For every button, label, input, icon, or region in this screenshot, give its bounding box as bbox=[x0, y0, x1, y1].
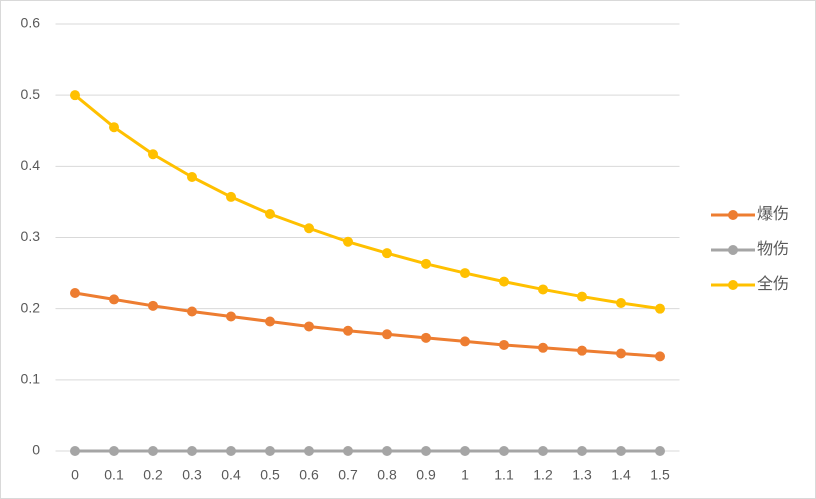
x-tick-label: 0.2 bbox=[143, 467, 163, 483]
data-point bbox=[538, 342, 548, 353]
legend-marker bbox=[728, 245, 738, 255]
data-point bbox=[265, 446, 275, 456]
data-point bbox=[538, 446, 548, 456]
data-point bbox=[265, 209, 275, 220]
series-line bbox=[74, 291, 661, 358]
data-point bbox=[577, 345, 587, 356]
x-tick-label: 0.8 bbox=[377, 467, 397, 483]
data-point bbox=[616, 446, 626, 456]
data-point bbox=[304, 446, 314, 456]
data-point bbox=[343, 325, 353, 336]
legend-label: 全伤 bbox=[757, 275, 789, 293]
data-point bbox=[499, 446, 509, 456]
y-tick-label: 0.4 bbox=[21, 157, 41, 173]
data-point bbox=[421, 258, 431, 269]
data-point bbox=[109, 122, 119, 133]
data-point bbox=[226, 191, 236, 202]
x-tick-label: 0.6 bbox=[299, 467, 319, 483]
data-point bbox=[226, 446, 236, 456]
y-tick-label: 0 bbox=[32, 442, 40, 458]
data-point bbox=[70, 288, 80, 299]
y-tick-label: 0.6 bbox=[21, 15, 41, 31]
data-point bbox=[109, 294, 119, 305]
x-tick-label: 0.7 bbox=[338, 467, 358, 483]
x-tick-label: 0 bbox=[71, 467, 79, 483]
data-point bbox=[577, 446, 587, 456]
data-point bbox=[343, 446, 353, 456]
data-point bbox=[460, 446, 470, 456]
y-tick-label: 0.5 bbox=[21, 86, 41, 102]
legend-marker bbox=[728, 210, 738, 220]
x-tick-label: 1.4 bbox=[611, 467, 631, 483]
data-point bbox=[187, 446, 197, 456]
y-tick-label: 0.3 bbox=[21, 228, 41, 244]
data-point bbox=[265, 316, 275, 327]
data-point bbox=[655, 351, 665, 362]
data-point bbox=[70, 446, 80, 456]
legend-marker bbox=[728, 280, 738, 290]
data-point bbox=[577, 291, 587, 302]
data-point bbox=[421, 446, 431, 456]
data-point bbox=[460, 336, 470, 347]
data-point bbox=[382, 446, 392, 456]
x-tick-label: 0.9 bbox=[416, 467, 436, 483]
data-point bbox=[109, 446, 119, 456]
x-tick-label: 0.4 bbox=[221, 467, 241, 483]
y-tick-label: 0.1 bbox=[21, 371, 41, 387]
x-tick-label: 1.2 bbox=[533, 467, 553, 483]
legend-label: 物伤 bbox=[757, 240, 789, 258]
data-point bbox=[538, 284, 548, 295]
series-line bbox=[74, 94, 661, 311]
x-tick-label: 0.5 bbox=[260, 467, 280, 483]
data-point bbox=[421, 332, 431, 343]
data-point bbox=[187, 172, 197, 183]
data-point bbox=[655, 303, 665, 314]
data-point bbox=[148, 300, 158, 311]
x-tick-label: 1.1 bbox=[494, 467, 514, 483]
data-point bbox=[616, 297, 626, 308]
data-point bbox=[304, 223, 314, 234]
data-point bbox=[187, 306, 197, 317]
data-point bbox=[499, 339, 509, 350]
x-tick-label: 1 bbox=[461, 467, 469, 483]
x-tick-label: 0.1 bbox=[104, 467, 124, 483]
data-point bbox=[148, 446, 158, 456]
x-tick-label: 0.3 bbox=[182, 467, 202, 483]
x-tick-label: 1.5 bbox=[650, 467, 670, 483]
data-point bbox=[304, 321, 314, 332]
data-point bbox=[148, 149, 158, 160]
y-tick-label: 0.2 bbox=[21, 299, 41, 315]
data-point bbox=[460, 268, 470, 279]
data-point bbox=[70, 90, 80, 101]
x-tick-label: 1.3 bbox=[572, 467, 592, 483]
data-point bbox=[616, 348, 626, 359]
data-point bbox=[655, 446, 665, 456]
legend-label: 爆伤 bbox=[757, 204, 789, 223]
data-point bbox=[382, 248, 392, 259]
data-point bbox=[382, 329, 392, 340]
data-point bbox=[499, 276, 509, 287]
data-point bbox=[343, 236, 353, 247]
data-point bbox=[226, 311, 236, 322]
